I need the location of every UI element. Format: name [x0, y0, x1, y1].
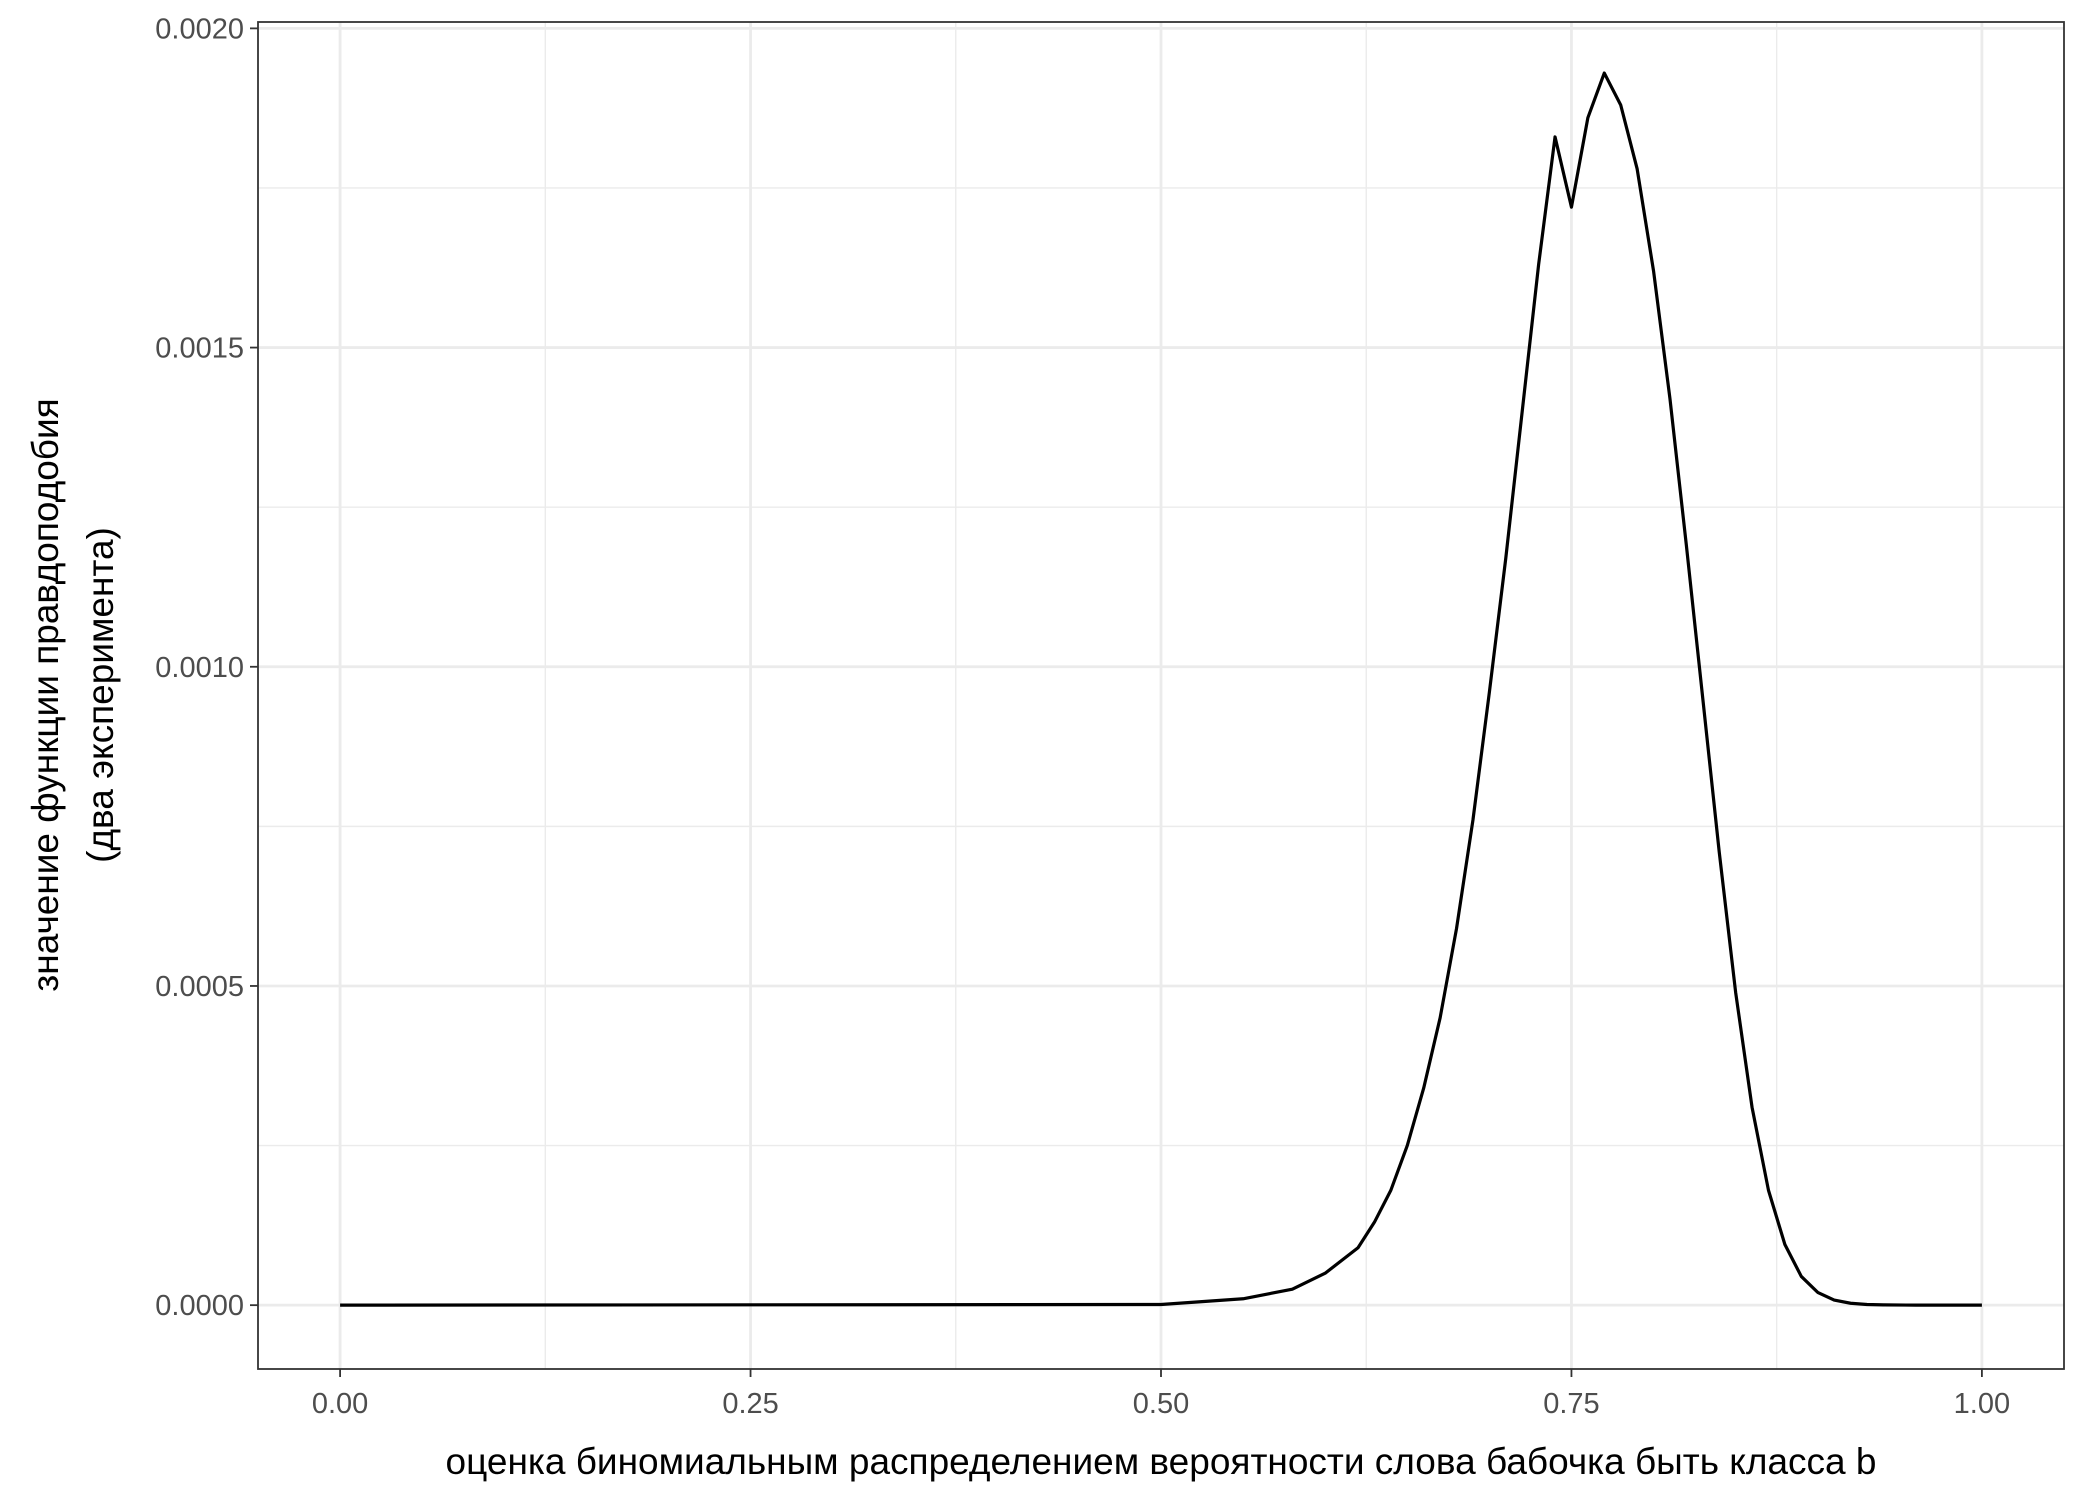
- x-tick-label: 1.00: [1954, 1388, 2010, 1420]
- y-tick-label: 0.0000: [155, 1290, 244, 1322]
- x-tick-label: 0.25: [722, 1388, 778, 1420]
- x-tick-label: 0.50: [1133, 1388, 1189, 1420]
- y-axis: 0.0000 0.0005 0.0010 0.0015 0.0020: [155, 13, 258, 1322]
- x-axis-title: оценка биномиальным распределением вероя…: [446, 1441, 1877, 1482]
- y-tick-label: 0.0020: [155, 13, 244, 45]
- y-axis-title-line-1: значение функции правдоподобия: [25, 398, 66, 991]
- x-tick-label: 0.00: [312, 1388, 368, 1420]
- x-tick-label: 0.75: [1543, 1388, 1599, 1420]
- y-axis-title-line-2: (два эксперимента): [80, 527, 121, 863]
- y-tick-label: 0.0015: [155, 333, 244, 365]
- likelihood-line: [340, 71, 1982, 1307]
- x-axis: 0.00 0.25 0.50 0.75 1.00: [312, 1369, 2010, 1420]
- y-tick-label: 0.0010: [155, 652, 244, 684]
- y-tick-label: 0.0005: [155, 971, 244, 1003]
